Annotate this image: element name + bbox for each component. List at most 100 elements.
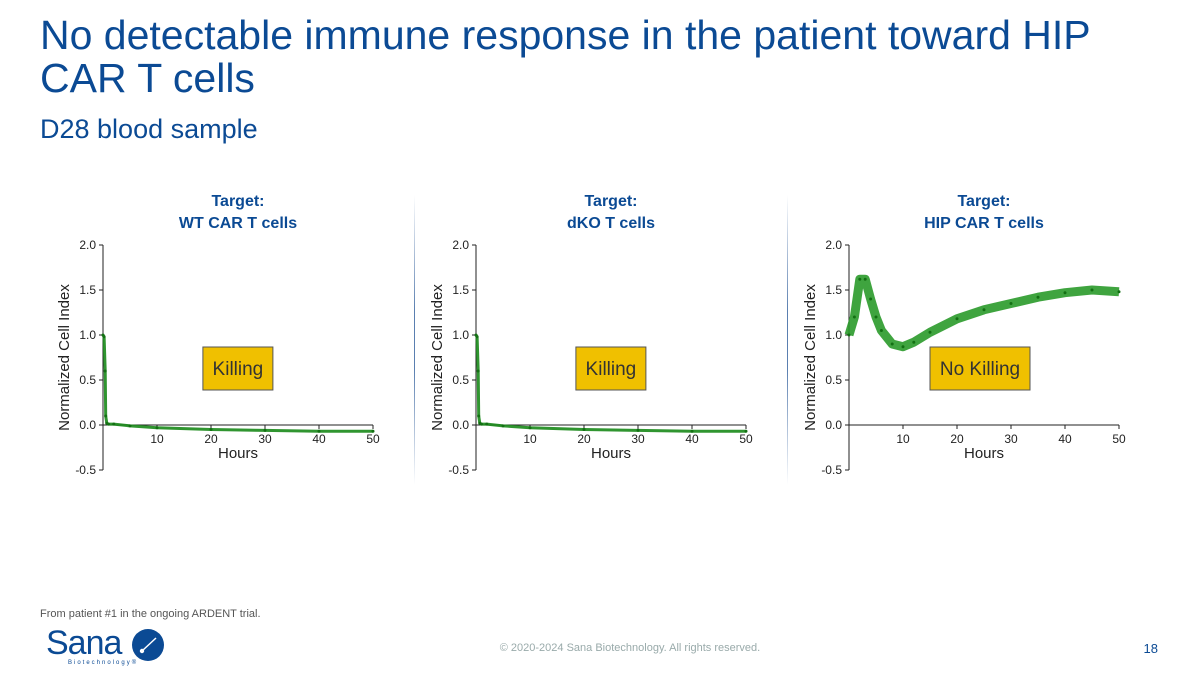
data-point [128,424,132,428]
data-point [890,342,894,346]
y-tick-label: 1.0 [79,328,96,342]
y-tick-label: 1.0 [825,328,842,342]
data-point [501,424,505,428]
data-point [636,428,640,432]
data-point [863,277,867,281]
data-point [874,315,878,319]
x-tick-label: 50 [739,432,753,446]
footnote: From patient #1 in the ongoing ARDENT tr… [40,608,261,620]
x-tick-label: 10 [523,432,537,446]
x-tick-label: 30 [258,432,272,446]
series-line [844,274,1120,352]
data-point [928,330,932,334]
y-tick-label: 0.0 [452,418,469,432]
data-point [1090,288,1094,292]
data-point [155,426,159,430]
y-tick-label: 1.5 [79,283,96,297]
y-tick-label: 1.5 [452,283,469,297]
x-tick-label: 30 [631,432,645,446]
chart-title: Target: [584,193,637,210]
charts: Target: WT CAR T cells 2.0 1.5 1.0 0.5 0.0 -0.5… [56,193,1126,477]
annotation-box [202,346,274,391]
x-tick-label: 40 [312,432,326,446]
data-point [982,308,986,312]
data-point [582,428,586,431]
y-tick-label: 0.5 [825,373,842,387]
x-tick-label: 40 [685,432,699,446]
y-tick-label: 1.0 [452,328,469,342]
y-axis-label: Normalized Cell Index [56,284,73,431]
y-tick-label: -0.5 [448,463,469,477]
data-point [263,428,267,432]
data-point [528,426,532,430]
data-point [317,429,321,433]
x-tick-label: 50 [1112,432,1126,446]
data-point [744,429,748,433]
data-point [475,335,479,339]
x-tick-label: 10 [896,432,910,446]
x-tick-label: 20 [204,432,218,446]
data-point [852,315,856,319]
y-tick-label: 0.0 [79,418,96,432]
data-point [847,333,851,337]
y-tick-label: 2.0 [79,238,96,252]
y-tick-label: 2.0 [825,238,842,252]
y-axis-label: Normalized Cell Index [802,284,819,431]
x-tick-label: 20 [950,432,964,446]
data-point [912,340,916,344]
page-title: No detectable immune response in the pat… [40,12,1090,101]
y-tick-label: 0.0 [825,418,842,432]
page-number: 18 [1143,641,1158,656]
data-point [901,345,905,349]
data-point [479,422,483,426]
annotation-label: No Killing [940,359,1020,380]
data-point [879,329,883,332]
chart-title: Target: [957,193,1010,210]
data-point [1063,291,1067,295]
x-axis-label: Hours [218,445,258,462]
data-point [102,335,106,339]
data-point [690,429,694,433]
data-point [112,422,116,426]
data-point [858,277,862,281]
data-point [869,297,873,301]
y-axis-label: Normalized Cell Index [429,284,446,431]
sana-logo: Sana Biotechnology® [46,626,164,666]
x-tick-label: 10 [150,432,164,446]
x-tick-label: 20 [577,432,591,446]
data-point [1117,290,1121,294]
x-tick-label: 30 [1004,432,1018,446]
copyright: © 2020-2024 Sana Biotechnology. All righ… [499,642,761,654]
x-axis-label: Hours [964,445,1004,462]
chart-title: dKO T cells [567,215,655,232]
annotation-box [575,346,647,391]
x-tick-label: 40 [1058,432,1072,446]
y-tick-label: 2.0 [452,238,469,252]
annotation-label: Killing [213,359,264,380]
data-point [371,429,375,433]
y-tick-label: 1.5 [825,283,842,297]
y-tick-label: -0.5 [821,463,842,477]
x-axis-label: Hours [591,445,631,462]
data-point [955,317,959,321]
divider [414,195,415,485]
data-point [1036,295,1040,299]
x-tick-label: 50 [366,432,380,446]
page-subtitle: D28 blood sample [40,114,258,144]
y-tick-label: 0.5 [79,373,96,387]
data-point [477,414,481,418]
data-point [103,369,107,373]
data-point [104,414,108,418]
divider [787,195,788,485]
data-point [485,422,489,426]
data-point [106,422,110,426]
data-point [1009,302,1013,305]
data-point [476,369,480,373]
chart-title: HIP CAR T cells [924,215,1044,232]
y-tick-label: 0.5 [452,373,469,387]
annotation-label: Killing [586,359,637,380]
chart-title: Target: [211,193,264,210]
chart-title: WT CAR T cells [179,215,297,232]
annotation-box [929,346,1031,391]
